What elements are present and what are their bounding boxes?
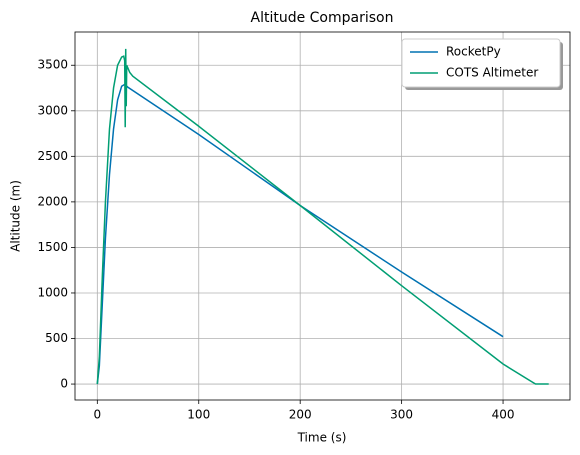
data-line bbox=[96, 83, 504, 385]
x-axis-label: Time (s) bbox=[297, 431, 347, 445]
x-tick-label: 300 bbox=[390, 408, 413, 422]
y-tick-label: 2500 bbox=[37, 149, 68, 163]
y-axis-label: Altitude (m) bbox=[9, 180, 23, 252]
y-tick-label: 1000 bbox=[37, 285, 68, 299]
chart-title: Altitude Comparison bbox=[251, 10, 394, 26]
legend-label: RocketPy bbox=[446, 45, 501, 59]
legend-label: COTS Altimeter bbox=[446, 66, 538, 80]
x-tick-label: 100 bbox=[187, 408, 210, 422]
y-tick-label: 2000 bbox=[37, 194, 68, 208]
y-tick-label: 1500 bbox=[37, 240, 68, 254]
plot-frame bbox=[74, 31, 571, 401]
y-tick-label: 0 bbox=[60, 377, 68, 391]
y-tick-label: 3000 bbox=[37, 103, 68, 117]
x-tick-label: 400 bbox=[492, 408, 515, 422]
legend bbox=[401, 38, 561, 88]
x-tick-label: 200 bbox=[289, 408, 312, 422]
data-line bbox=[96, 48, 549, 385]
y-tick-label: 3500 bbox=[37, 58, 68, 72]
x-tick-label: 0 bbox=[93, 408, 101, 422]
y-tick-label: 500 bbox=[45, 331, 68, 345]
